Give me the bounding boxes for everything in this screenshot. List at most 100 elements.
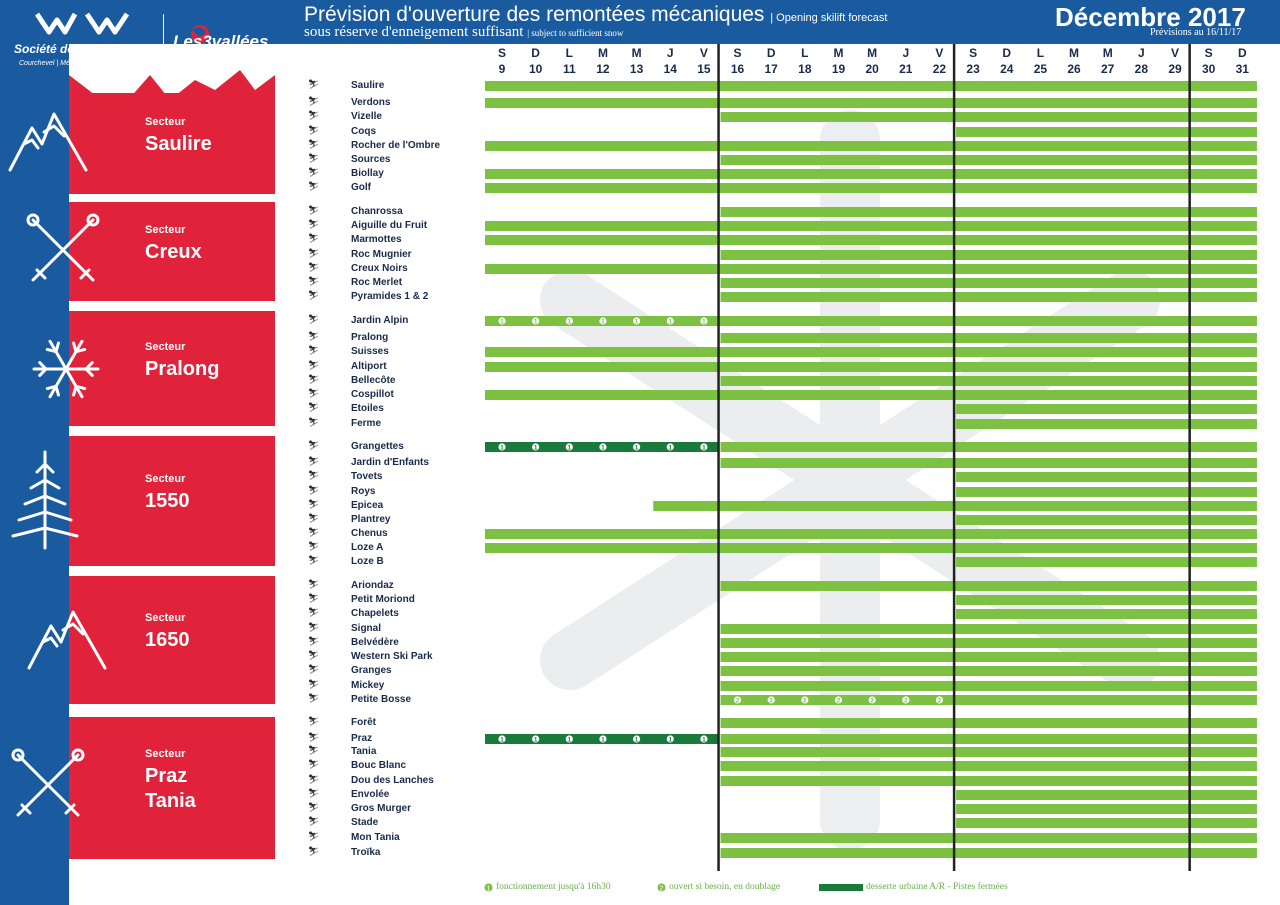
lift-open-bar (485, 543, 1257, 553)
lift-open-bar (956, 790, 1257, 800)
lift-type-icon: ⛷ (308, 125, 320, 135)
lift-open-bar (956, 609, 1257, 619)
lift-type-icon: ⛷ (308, 802, 320, 812)
marker-number: 1 (669, 738, 673, 744)
marker-number: 2 (736, 699, 740, 705)
marker-dot (565, 443, 573, 451)
lift-type-icon: ⛷ (308, 345, 320, 355)
marker-number: 2 (803, 699, 807, 705)
day-date: 19 (831, 62, 846, 76)
lift-type-icon: ⛷ (308, 79, 320, 89)
day-date: 29 (1168, 62, 1182, 76)
saulire-peaks (69, 70, 275, 125)
sidebar (0, 44, 69, 905)
lift-open-bar (485, 362, 1257, 372)
lift-open-bar (720, 652, 1257, 662)
lift-open-bar (485, 235, 1257, 245)
legend-marker-1-icon: 1 (484, 883, 493, 892)
marker-dot (565, 735, 573, 743)
lift-type-icon: ⛷ (308, 774, 320, 784)
lift-open-bar (956, 404, 1257, 414)
lift-type-icon: ⛷ (308, 636, 320, 646)
lift-name: Chenus (351, 528, 388, 539)
lift-name: Vizelle (351, 111, 382, 122)
lift-type-icon: ⛷ (308, 181, 320, 191)
crossed-ski-poles-icon (26, 213, 100, 282)
day-letter: S (969, 46, 978, 60)
lift-type-icon: ⛷ (308, 440, 320, 450)
lift-type-icon: ⛷ (308, 593, 320, 603)
lift-name: Plantrey (351, 514, 391, 525)
day-date: 10 (528, 62, 543, 76)
lift-open-bar (720, 292, 1257, 302)
marker-dot (599, 443, 607, 451)
lift-type-icon: ⛷ (308, 693, 320, 703)
day-letter: V (699, 46, 708, 60)
marker-dot (532, 735, 540, 743)
lift-name: Jardin d'Enfants (351, 457, 429, 468)
lift-type-icon: ⛷ (308, 679, 320, 689)
lift-open-bar (956, 487, 1257, 497)
marker-dot (666, 443, 674, 451)
marker-dot (599, 735, 607, 743)
lift-open-bar (720, 638, 1257, 648)
lift-name: Bouc Blanc (351, 760, 407, 771)
lift-open-bar (720, 458, 1257, 468)
day-letter: M (867, 46, 878, 60)
lift-type-icon: ⛷ (308, 846, 320, 856)
lift-open-bar (485, 390, 1257, 400)
lift-type-icon: ⛷ (308, 219, 320, 229)
marker-number: 1 (601, 320, 605, 326)
legend-item-1: fonctionnement jusqu'à 16h30 (496, 882, 611, 892)
marker-dot (666, 317, 674, 325)
lift-type-icon: ⛷ (308, 205, 320, 215)
marker-dot (532, 317, 540, 325)
lift-name: Petit Moriond (351, 594, 415, 605)
sector-block-5 (69, 717, 275, 859)
marker-number: 1 (500, 446, 504, 452)
month-title: Décembre 2017 (1055, 2, 1246, 32)
day-date: 14 (663, 62, 677, 76)
company-name: Société des Trois Vallées (14, 42, 158, 56)
forecast-date: Prévisions au 16/11/17 (1150, 27, 1242, 38)
lift-name: Cospillot (351, 389, 394, 400)
marker-number: 2 (837, 699, 841, 705)
lift-open-bar (485, 169, 1257, 179)
lift-type-icon: ⛷ (308, 485, 320, 495)
sector-label: Secteur (145, 473, 186, 485)
day-date: 31 (1235, 62, 1249, 76)
marker-number: 1 (601, 446, 605, 452)
lift-name: Envolée (351, 789, 390, 800)
lift-open-bar (720, 695, 1257, 705)
lift-type-icon: ⛷ (308, 541, 320, 551)
day-letter: L (801, 46, 809, 60)
lift-type-icon: ⛷ (308, 276, 320, 286)
day-letter: M (631, 46, 642, 60)
marker-number: 1 (500, 320, 504, 326)
marker-number: 1 (635, 738, 639, 744)
marker-dot (834, 696, 843, 704)
marker-dot (633, 443, 641, 451)
day-date: 13 (629, 62, 644, 76)
lift-name: Roc Merlet (351, 277, 403, 288)
marker-dot (733, 696, 742, 704)
marker-number: 1 (635, 320, 639, 326)
sector-block-2 (69, 311, 275, 426)
lift-name: Etoiles (351, 403, 384, 414)
mountain-icon (8, 112, 88, 172)
sector-block-1 (69, 202, 275, 301)
lift-open-bar (956, 472, 1257, 482)
lift-type-icon: ⛷ (308, 374, 320, 384)
lift-type-icon: ⛷ (308, 290, 320, 300)
marker-number: 1 (568, 446, 572, 452)
lift-name: Grangettes (351, 441, 404, 452)
brand-subtitle: savoie france (232, 52, 274, 59)
lift-open-bar (485, 183, 1257, 193)
lift-open-bar (485, 81, 1257, 91)
lift-name: Mickey (351, 680, 385, 691)
lift-name: Dou des Lanches (351, 775, 434, 786)
lift-open-bar (720, 734, 1257, 744)
lift-name: Creux Noirs (351, 263, 408, 274)
lift-open-bar (485, 529, 1257, 539)
lift-type-icon: ⛷ (308, 153, 320, 163)
